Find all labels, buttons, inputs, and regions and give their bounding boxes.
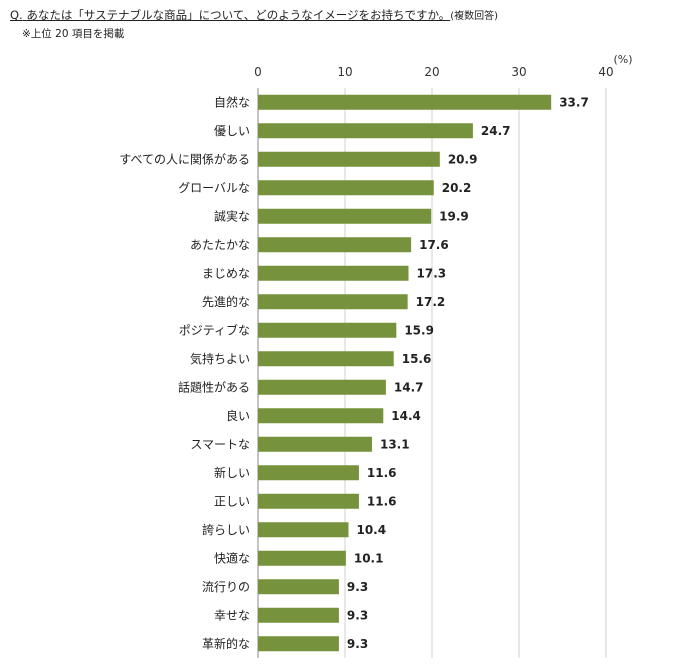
x-tick-label: 20 bbox=[424, 65, 439, 79]
bar bbox=[258, 408, 384, 424]
category-label: 自然な bbox=[214, 94, 250, 109]
value-label: 11.6 bbox=[367, 494, 397, 508]
category-label: 流行りの bbox=[202, 580, 250, 594]
category-label: スマートな bbox=[190, 437, 250, 451]
question-title: Q. あなたは「サステナブルな商品」について、どのようなイメージをお持ちですか。… bbox=[10, 7, 498, 23]
bar bbox=[258, 237, 412, 253]
category-label: まじめな bbox=[202, 266, 250, 280]
value-label: 15.6 bbox=[402, 352, 432, 366]
bar bbox=[258, 522, 349, 538]
category-label: 気持ちよい bbox=[190, 351, 250, 366]
value-label: 19.9 bbox=[439, 209, 469, 223]
value-label: 20.9 bbox=[448, 152, 478, 166]
category-label: 新しい bbox=[214, 465, 250, 480]
bar bbox=[258, 180, 434, 196]
value-label: 17.6 bbox=[419, 238, 449, 252]
category-label: 幸せな bbox=[214, 608, 250, 622]
value-label: 13.1 bbox=[380, 437, 410, 451]
bar bbox=[258, 579, 339, 595]
category-label: あたたかな bbox=[190, 238, 250, 252]
question-main: Q. あなたは「サステナブルな商品」について、どのようなイメージをお持ちですか。 bbox=[10, 8, 450, 22]
question-prefix: Q. bbox=[10, 8, 23, 22]
value-label: 11.6 bbox=[367, 466, 397, 480]
x-tick-label: 0 bbox=[254, 65, 262, 79]
value-label: 10.1 bbox=[354, 551, 384, 565]
value-label: 17.3 bbox=[417, 266, 447, 280]
category-label: すべての人に関係がある bbox=[119, 151, 250, 166]
value-label: 15.9 bbox=[404, 323, 434, 337]
bar bbox=[258, 465, 359, 481]
bar bbox=[258, 550, 346, 566]
category-label: 優しい bbox=[214, 124, 250, 138]
value-label: 20.2 bbox=[442, 181, 472, 195]
value-label: 14.7 bbox=[394, 380, 424, 394]
value-label: 33.7 bbox=[559, 95, 589, 109]
value-label: 10.4 bbox=[356, 523, 386, 537]
category-label: 快適な bbox=[214, 550, 250, 565]
category-label: 誇らしい bbox=[202, 522, 250, 537]
value-label: 9.3 bbox=[347, 608, 368, 622]
unit-label: (%) bbox=[613, 53, 632, 66]
category-label: 正しい bbox=[214, 494, 250, 508]
value-label: 9.3 bbox=[347, 580, 368, 594]
top20-note: ※上位 20 項目を掲載 bbox=[22, 28, 125, 40]
category-label: 良い bbox=[226, 408, 250, 423]
bar bbox=[258, 151, 440, 167]
bar bbox=[258, 265, 409, 281]
category-label: 革新的な bbox=[202, 636, 250, 651]
x-tick-label: 40 bbox=[598, 65, 613, 79]
bar bbox=[258, 436, 372, 452]
bar bbox=[258, 322, 397, 338]
bar bbox=[258, 493, 359, 509]
bar bbox=[258, 294, 408, 310]
x-tick-label: 30 bbox=[511, 65, 526, 79]
bar bbox=[258, 351, 394, 367]
question-text: あなたは「サステナブルな商品」について、どのようなイメージをお持ちですか。 bbox=[26, 8, 451, 22]
bar bbox=[258, 208, 432, 224]
category-label: 話題性がある bbox=[178, 379, 250, 394]
category-label: グローバルな bbox=[178, 181, 250, 195]
value-label: 24.7 bbox=[481, 124, 511, 138]
value-label: 17.2 bbox=[416, 295, 446, 309]
x-tick-label: 10 bbox=[337, 65, 352, 79]
bar bbox=[258, 607, 339, 623]
category-label: 先進的な bbox=[202, 294, 250, 309]
value-label: 9.3 bbox=[347, 637, 368, 651]
category-label: 誠実な bbox=[214, 208, 250, 223]
value-label: 14.4 bbox=[391, 409, 421, 423]
bar bbox=[258, 123, 473, 139]
bar bbox=[258, 379, 386, 395]
bar bbox=[258, 94, 552, 110]
category-label: ポジティブな bbox=[179, 322, 250, 337]
question-suffix: (複数回答) bbox=[450, 11, 499, 22]
bar bbox=[258, 636, 339, 652]
